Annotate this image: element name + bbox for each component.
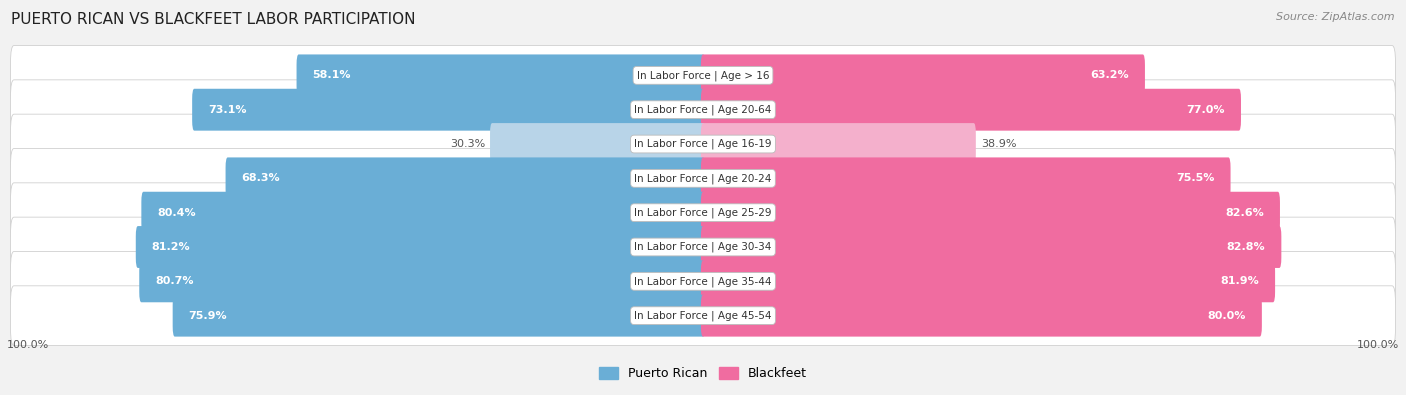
Text: 100.0%: 100.0% — [7, 340, 49, 350]
FancyBboxPatch shape — [702, 89, 1241, 131]
FancyBboxPatch shape — [10, 45, 1396, 105]
Text: 38.9%: 38.9% — [981, 139, 1017, 149]
FancyBboxPatch shape — [142, 192, 704, 233]
Text: 68.3%: 68.3% — [242, 173, 280, 183]
Text: 80.7%: 80.7% — [155, 276, 194, 286]
Text: 30.3%: 30.3% — [450, 139, 485, 149]
FancyBboxPatch shape — [10, 286, 1396, 346]
Text: In Labor Force | Age 25-29: In Labor Force | Age 25-29 — [634, 207, 772, 218]
FancyBboxPatch shape — [702, 260, 1275, 302]
FancyBboxPatch shape — [491, 123, 704, 165]
Text: Source: ZipAtlas.com: Source: ZipAtlas.com — [1277, 12, 1395, 22]
FancyBboxPatch shape — [702, 158, 1230, 199]
Text: In Labor Force | Age 45-54: In Labor Force | Age 45-54 — [634, 310, 772, 321]
Text: In Labor Force | Age 35-44: In Labor Force | Age 35-44 — [634, 276, 772, 287]
FancyBboxPatch shape — [10, 252, 1396, 311]
Text: In Labor Force | Age > 16: In Labor Force | Age > 16 — [637, 70, 769, 81]
Text: 58.1%: 58.1% — [312, 70, 352, 80]
Text: 81.2%: 81.2% — [152, 242, 190, 252]
Text: 80.4%: 80.4% — [157, 208, 195, 218]
Text: 73.1%: 73.1% — [208, 105, 246, 115]
FancyBboxPatch shape — [702, 295, 1261, 337]
FancyBboxPatch shape — [10, 217, 1396, 277]
Text: 82.6%: 82.6% — [1225, 208, 1264, 218]
FancyBboxPatch shape — [173, 295, 704, 337]
Text: 80.0%: 80.0% — [1208, 311, 1246, 321]
Text: 75.5%: 75.5% — [1177, 173, 1215, 183]
FancyBboxPatch shape — [139, 260, 704, 302]
Text: 81.9%: 81.9% — [1220, 276, 1260, 286]
FancyBboxPatch shape — [10, 80, 1396, 139]
FancyBboxPatch shape — [702, 226, 1281, 268]
FancyBboxPatch shape — [297, 55, 704, 96]
Text: In Labor Force | Age 20-64: In Labor Force | Age 20-64 — [634, 104, 772, 115]
Legend: Puerto Rican, Blackfeet: Puerto Rican, Blackfeet — [593, 362, 813, 386]
FancyBboxPatch shape — [10, 183, 1396, 243]
Text: PUERTO RICAN VS BLACKFEET LABOR PARTICIPATION: PUERTO RICAN VS BLACKFEET LABOR PARTICIP… — [11, 12, 416, 27]
Text: 63.2%: 63.2% — [1090, 70, 1129, 80]
Text: In Labor Force | Age 20-24: In Labor Force | Age 20-24 — [634, 173, 772, 184]
Text: In Labor Force | Age 16-19: In Labor Force | Age 16-19 — [634, 139, 772, 149]
FancyBboxPatch shape — [10, 114, 1396, 174]
Text: 75.9%: 75.9% — [188, 311, 228, 321]
FancyBboxPatch shape — [193, 89, 704, 131]
Text: 100.0%: 100.0% — [1357, 340, 1399, 350]
FancyBboxPatch shape — [702, 123, 976, 165]
FancyBboxPatch shape — [702, 55, 1144, 96]
Text: 82.8%: 82.8% — [1226, 242, 1265, 252]
FancyBboxPatch shape — [225, 158, 704, 199]
Text: In Labor Force | Age 30-34: In Labor Force | Age 30-34 — [634, 242, 772, 252]
FancyBboxPatch shape — [10, 149, 1396, 208]
FancyBboxPatch shape — [702, 192, 1279, 233]
FancyBboxPatch shape — [136, 226, 704, 268]
Text: 77.0%: 77.0% — [1187, 105, 1225, 115]
